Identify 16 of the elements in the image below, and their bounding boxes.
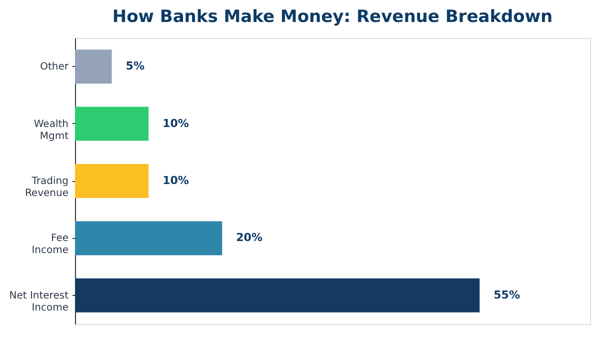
y-tick-label: Trading Revenue [24, 176, 68, 199]
data-label: 5% [126, 60, 144, 73]
y-tick-label: Fee Income [32, 233, 68, 256]
data-label: 10% [162, 116, 189, 130]
y-tick-label: Wealth Mgmt [34, 118, 69, 142]
bar [75, 106, 149, 141]
data-label: 20% [236, 231, 262, 244]
bar [75, 164, 149, 198]
chart-title: How Banks Make Money: Revenue Breakdown [112, 7, 553, 27]
data-label: 55% [494, 288, 520, 302]
y-tick-label: Other [40, 62, 70, 73]
bar [75, 278, 480, 312]
y-tick-label: Net Interest Income [9, 290, 69, 314]
bar [75, 50, 112, 84]
bar [75, 221, 222, 256]
data-label: 10% [162, 174, 189, 187]
